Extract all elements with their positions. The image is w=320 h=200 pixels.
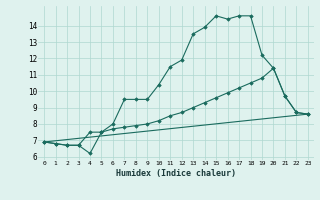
- X-axis label: Humidex (Indice chaleur): Humidex (Indice chaleur): [116, 169, 236, 178]
